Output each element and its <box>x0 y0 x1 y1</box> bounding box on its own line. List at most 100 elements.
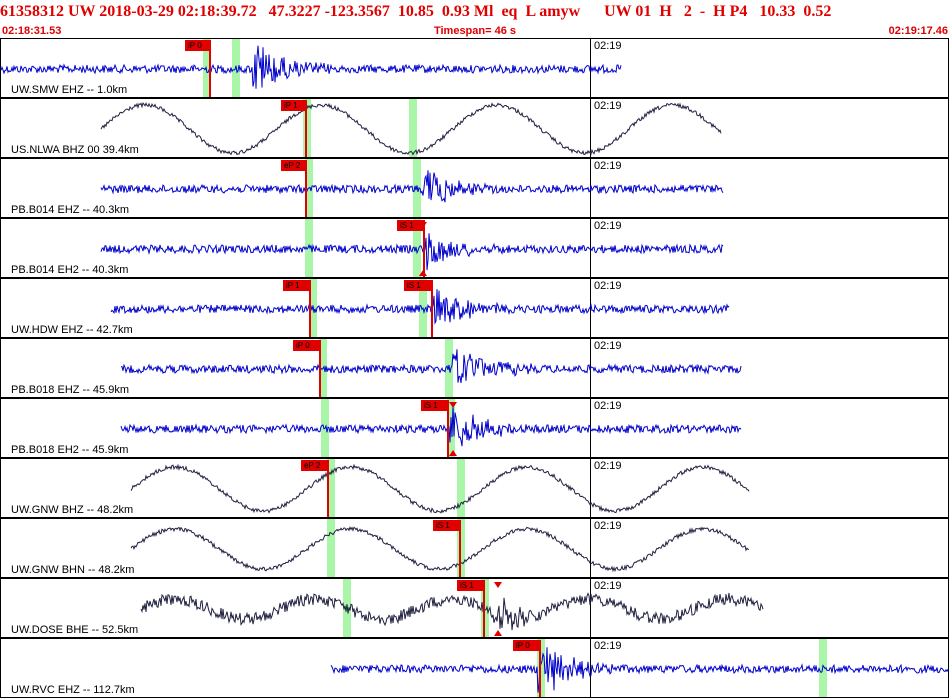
phase-window-highlight <box>413 219 421 277</box>
phase-pick-marker[interactable] <box>327 471 329 517</box>
phase-window-highlight <box>327 519 335 577</box>
phase-window-highlight <box>457 459 465 517</box>
seismogram-trace <box>1 45 622 89</box>
waveform-panel[interactable]: iS 1 02:19 UW.GNW BHN -- 48.2km <box>0 518 949 578</box>
phase-window-highlight <box>457 519 465 577</box>
phase-pick-label[interactable]: iS 1 <box>421 400 449 411</box>
waveform-panel[interactable]: iS 1 02:19 PB.B018 EH2 -- 45.9km <box>0 398 949 458</box>
waveform-panel[interactable]: iP 1 02:19 US.NLWA BHZ 00 39.4km <box>0 98 949 158</box>
triangle-down-icon <box>419 222 427 228</box>
seismogram-line <box>100 233 724 271</box>
phase-pick-label[interactable]: iP 0 <box>293 340 321 351</box>
phase-pick-marker[interactable] <box>483 591 485 637</box>
seismogram-trace <box>120 404 742 447</box>
minute-time-label: 02:19 <box>594 460 622 472</box>
phase-window-highlight <box>303 99 311 157</box>
station-channel-label: UW.SMW EHZ -- 1.0km <box>11 84 128 96</box>
seismogram-trace <box>100 102 722 156</box>
minute-time-label: 02:19 <box>594 280 622 292</box>
window-end-time: 02:19:17.46 <box>888 25 948 37</box>
waveform-panel[interactable]: iS 1 02:19 UW.DOSE BHE -- 52.5km <box>0 578 949 638</box>
station-channel-label: UW.RVC EHZ -- 112.7km <box>11 684 135 696</box>
triangle-up-icon <box>449 450 457 456</box>
phase-pick-marker[interactable] <box>305 111 307 157</box>
phase-window-highlight <box>481 579 489 637</box>
phase-pick-label[interactable]: iP 0 <box>513 640 541 651</box>
phase-pick-marker[interactable] <box>319 351 321 397</box>
seismogram-line <box>100 170 724 203</box>
minute-time-label: 02:19 <box>594 340 622 352</box>
minute-time-label: 02:19 <box>594 40 622 52</box>
seismogram-line <box>330 647 948 693</box>
phase-pick-label[interactable]: iS 1 <box>433 520 461 531</box>
phase-pick-label[interactable]: eP 2 <box>301 460 329 471</box>
station-channel-label: PB.B018 EHZ -- 45.9km <box>11 384 129 396</box>
phase-pick-marker[interactable] <box>447 411 449 457</box>
seismogram-line <box>140 592 764 631</box>
phase-pick-marker[interactable] <box>539 651 541 697</box>
triangle-up-icon <box>419 270 427 276</box>
phase-window-highlight <box>537 639 545 697</box>
phase-pick-marker[interactable] <box>459 531 461 577</box>
minute-tick-line <box>590 219 591 277</box>
phase-pick-marker[interactable] <box>309 291 311 337</box>
seismogram-trace <box>130 525 750 573</box>
station-channel-label: UW.HDW EHZ -- 42.7km <box>11 324 133 336</box>
seismogram-line <box>130 525 750 573</box>
minute-time-label: 02:19 <box>594 640 622 652</box>
waveform-panel[interactable]: eP 2 02:19 PB.B014 EHZ -- 40.3km <box>0 158 949 218</box>
phase-pick-label[interactable]: eP 2 <box>281 160 307 171</box>
event-header-title: 61358312 UW 2018-03-29 02:18:39.72 47.32… <box>0 3 832 20</box>
minute-tick-line <box>590 99 591 157</box>
seismogram-line <box>1 45 622 89</box>
minute-time-label: 02:19 <box>594 520 622 532</box>
waveform-panels[interactable]: iP 0 02:19 UW.SMW EHZ -- 1.0km iP 1 02:19 US.… <box>0 38 950 700</box>
triangle-down-icon <box>494 582 502 588</box>
window-start-time: 02:18:31.53 <box>2 25 62 37</box>
waveform-panel[interactable]: iP 0 02:19 UW.RVC EHZ -- 112.7km <box>0 638 949 698</box>
phase-window-highlight <box>327 459 335 517</box>
phase-pick-label[interactable]: iP 0 <box>185 40 211 51</box>
waveform-panel[interactable]: iP 1 iS 1 02:19 UW.HDW EHZ -- 42.7km <box>0 278 949 338</box>
seismogram-line <box>100 102 722 156</box>
seismogram-line <box>130 463 750 514</box>
minute-tick-line <box>590 279 591 337</box>
waveform-panel[interactable]: iP 0 02:19 UW.SMW EHZ -- 1.0km <box>0 38 949 98</box>
minute-tick-line <box>590 519 591 577</box>
phase-pick-marker[interactable] <box>431 291 433 337</box>
minute-time-label: 02:19 <box>594 160 622 172</box>
phase-window-highlight <box>409 99 417 157</box>
phase-pick-label[interactable]: iS 1 <box>404 280 433 291</box>
seismogram-trace <box>130 463 750 514</box>
minute-time-label: 02:19 <box>594 220 622 232</box>
seismogram-line <box>110 289 730 325</box>
seismogram-trace <box>120 349 742 383</box>
seismogram-trace <box>100 233 724 271</box>
time-window-bar: 02:18:31.53 Timespan= 46 s 02:19:17.46 <box>0 24 950 38</box>
station-channel-label: PB.B018 EH2 -- 45.9km <box>11 444 129 456</box>
triangle-up-icon <box>494 630 502 636</box>
seismogram-line <box>120 404 742 447</box>
phase-pick-label[interactable]: iP 1 <box>281 100 307 111</box>
waveform-panel[interactable]: eP 2 02:19 UW.GNW BHZ -- 48.2km <box>0 458 949 518</box>
phase-pick-label[interactable]: iS 1 <box>397 220 425 231</box>
station-channel-label: PB.B014 EHZ -- 40.3km <box>11 204 129 216</box>
station-channel-label: PB.B014 EH2 -- 40.3km <box>11 264 129 276</box>
timespan-label: Timespan= 46 s <box>433 25 517 37</box>
phase-pick-label[interactable]: iP 1 <box>283 280 311 291</box>
minute-time-label: 02:19 <box>594 400 622 412</box>
station-channel-label: US.NLWA BHZ 00 39.4km <box>11 144 139 156</box>
minute-tick-line <box>590 459 591 517</box>
seismogram-trace <box>140 592 764 631</box>
phase-pick-marker[interactable] <box>209 51 211 97</box>
phase-pick-marker[interactable] <box>305 171 307 217</box>
triangle-down-icon <box>449 402 457 408</box>
waveform-panel[interactable]: iP 0 02:19 PB.B018 EHZ -- 45.9km <box>0 338 949 398</box>
seismogram-trace <box>330 647 948 693</box>
phase-pick-label[interactable]: iS 1 <box>457 580 485 591</box>
station-channel-label: UW.DOSE BHE -- 52.5km <box>11 624 139 636</box>
minute-time-label: 02:19 <box>594 100 622 112</box>
waveform-panel[interactable]: iS 1 02:19 PB.B014 EH2 -- 40.3km <box>0 218 949 278</box>
phase-window-highlight <box>203 39 211 97</box>
phase-pick-marker[interactable] <box>423 231 425 277</box>
